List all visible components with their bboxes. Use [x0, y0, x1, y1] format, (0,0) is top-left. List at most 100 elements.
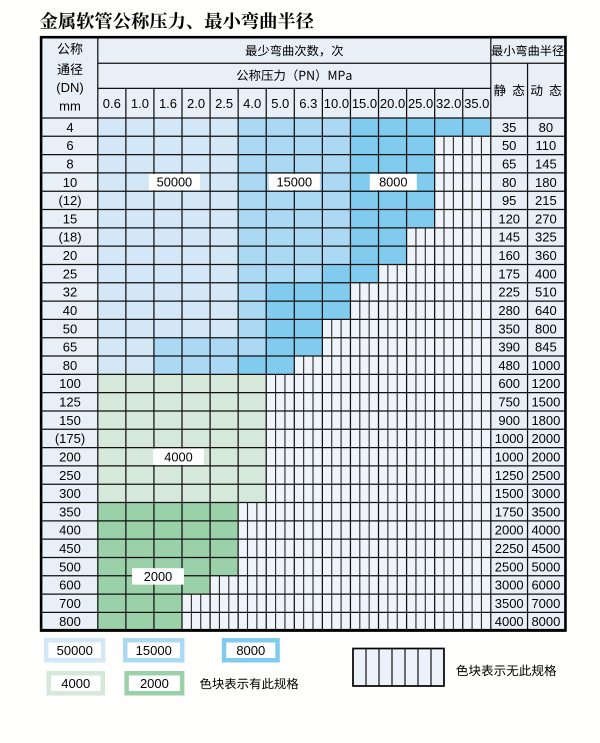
- svg-text:4: 4: [66, 120, 73, 135]
- svg-text:1.6: 1.6: [159, 96, 177, 111]
- svg-text:32: 32: [63, 285, 77, 300]
- svg-text:2500: 2500: [495, 559, 524, 574]
- svg-text:145: 145: [535, 156, 557, 171]
- svg-text:350: 350: [59, 504, 81, 519]
- svg-text:50000: 50000: [157, 175, 193, 190]
- svg-text:10.0: 10.0: [324, 96, 349, 111]
- svg-text:2250: 2250: [495, 541, 524, 556]
- svg-text:325: 325: [535, 230, 557, 245]
- svg-text:20.0: 20.0: [380, 96, 405, 111]
- svg-text:20: 20: [63, 248, 77, 263]
- svg-text:35: 35: [502, 120, 516, 135]
- svg-text:1800: 1800: [531, 413, 560, 428]
- svg-text:1500: 1500: [531, 395, 560, 410]
- svg-text:900: 900: [498, 413, 520, 428]
- svg-text:1250: 1250: [495, 468, 524, 483]
- svg-text:35.0: 35.0: [464, 96, 489, 111]
- svg-text:40: 40: [63, 303, 77, 318]
- svg-text:8000: 8000: [236, 643, 265, 658]
- svg-text:7000: 7000: [531, 596, 560, 611]
- svg-text:25: 25: [63, 266, 77, 281]
- svg-text:(175): (175): [55, 431, 85, 446]
- svg-text:50000: 50000: [57, 643, 93, 658]
- svg-text:0.6: 0.6: [103, 96, 121, 111]
- svg-text:120: 120: [498, 211, 520, 226]
- svg-text:mm: mm: [59, 99, 81, 114]
- svg-text:280: 280: [498, 303, 520, 318]
- svg-text:350: 350: [498, 321, 520, 336]
- svg-text:175: 175: [498, 266, 520, 281]
- svg-text:480: 480: [498, 358, 520, 373]
- svg-text:2000: 2000: [495, 523, 524, 538]
- svg-text:2000: 2000: [531, 431, 560, 446]
- svg-text:15.0: 15.0: [352, 96, 377, 111]
- svg-text:390: 390: [498, 340, 520, 355]
- svg-text:(18): (18): [58, 230, 81, 245]
- svg-text:8000: 8000: [531, 614, 560, 629]
- svg-text:6: 6: [66, 138, 73, 153]
- svg-text:600: 600: [59, 578, 81, 593]
- svg-text:510: 510: [535, 285, 557, 300]
- svg-text:80: 80: [63, 358, 77, 373]
- svg-text:2000: 2000: [140, 676, 169, 691]
- svg-text:15000: 15000: [136, 643, 172, 658]
- svg-text:2000: 2000: [144, 569, 172, 584]
- svg-text:80: 80: [539, 120, 553, 135]
- svg-text:500: 500: [59, 559, 81, 574]
- svg-text:1750: 1750: [495, 504, 524, 519]
- svg-text:4000: 4000: [531, 523, 560, 538]
- svg-text:300: 300: [59, 486, 81, 501]
- svg-text:160: 160: [498, 248, 520, 263]
- svg-text:1000: 1000: [495, 431, 524, 446]
- svg-text:225: 225: [498, 285, 520, 300]
- svg-text:6000: 6000: [531, 578, 560, 593]
- svg-text:80: 80: [502, 175, 516, 190]
- svg-text:800: 800: [535, 321, 557, 336]
- svg-text:1.0: 1.0: [131, 96, 149, 111]
- svg-text:110: 110: [536, 138, 557, 153]
- svg-text:400: 400: [59, 523, 81, 538]
- svg-text:3500: 3500: [495, 596, 524, 611]
- svg-text:640: 640: [535, 303, 557, 318]
- svg-text:600: 600: [498, 376, 520, 391]
- svg-text:(12): (12): [58, 193, 81, 208]
- svg-text:270: 270: [535, 211, 557, 226]
- svg-text:3000: 3000: [531, 486, 560, 501]
- svg-text:(DN): (DN): [56, 80, 83, 95]
- svg-text:15000: 15000: [277, 175, 313, 190]
- svg-text:6.3: 6.3: [299, 96, 317, 111]
- svg-text:1000: 1000: [531, 358, 560, 373]
- svg-text:180: 180: [535, 175, 557, 190]
- svg-text:400: 400: [535, 266, 557, 281]
- svg-text:5.0: 5.0: [271, 96, 289, 111]
- svg-text:215: 215: [535, 193, 557, 208]
- svg-text:50: 50: [63, 321, 77, 336]
- svg-text:700: 700: [59, 596, 81, 611]
- svg-text:1000: 1000: [495, 449, 524, 464]
- svg-text:2.0: 2.0: [187, 96, 205, 111]
- svg-text:8000: 8000: [379, 175, 407, 190]
- svg-text:2000: 2000: [531, 449, 560, 464]
- svg-text:750: 750: [498, 395, 520, 410]
- svg-text:5000: 5000: [531, 559, 560, 574]
- svg-text:4000: 4000: [61, 676, 90, 691]
- svg-text:15: 15: [63, 211, 77, 226]
- svg-text:2500: 2500: [531, 468, 560, 483]
- svg-text:4000: 4000: [495, 614, 524, 629]
- svg-text:4000: 4000: [164, 449, 192, 464]
- svg-text:450: 450: [59, 541, 81, 556]
- svg-text:800: 800: [59, 614, 81, 629]
- svg-text:200: 200: [59, 449, 81, 464]
- svg-text:10: 10: [63, 175, 77, 190]
- svg-text:4500: 4500: [531, 541, 560, 556]
- svg-text:100: 100: [59, 376, 81, 391]
- svg-text:50: 50: [502, 138, 516, 153]
- svg-text:150: 150: [59, 413, 81, 428]
- svg-text:32.0: 32.0: [436, 96, 461, 111]
- svg-text:25.0: 25.0: [408, 96, 433, 111]
- svg-text:1500: 1500: [495, 486, 524, 501]
- svg-text:360: 360: [535, 248, 557, 263]
- svg-text:65: 65: [63, 340, 77, 355]
- svg-text:65: 65: [502, 156, 516, 171]
- svg-text:145: 145: [498, 230, 520, 245]
